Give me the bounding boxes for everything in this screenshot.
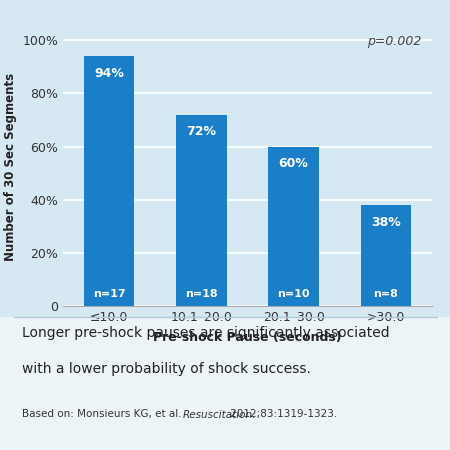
- Y-axis label: Number of 30 Sec Segments: Number of 30 Sec Segments: [4, 72, 17, 261]
- Bar: [360, 205, 411, 306]
- Text: Based on: Monsieurs KG, et al.: Based on: Monsieurs KG, et al.: [22, 410, 185, 419]
- Text: Resuscitation.: Resuscitation.: [182, 410, 256, 419]
- X-axis label: Pre-shock Pause (seconds): Pre-shock Pause (seconds): [153, 331, 342, 344]
- Text: 2012;83:1319-1323.: 2012;83:1319-1323.: [227, 410, 338, 419]
- Text: with a lower probability of shock success.: with a lower probability of shock succes…: [22, 362, 311, 376]
- Bar: [84, 56, 135, 306]
- Text: n=10: n=10: [277, 289, 310, 299]
- Text: 94%: 94%: [94, 67, 124, 80]
- Bar: [268, 147, 319, 306]
- Text: p=0.002: p=0.002: [367, 36, 421, 48]
- Text: n=17: n=17: [93, 289, 126, 299]
- Text: n=8: n=8: [374, 289, 398, 299]
- Text: Longer pre-shock pauses are significantly associated: Longer pre-shock pauses are significantl…: [22, 326, 390, 340]
- Bar: [176, 115, 227, 306]
- Text: 38%: 38%: [371, 216, 401, 229]
- Text: 60%: 60%: [279, 157, 309, 170]
- Text: n=18: n=18: [185, 289, 218, 299]
- Text: 72%: 72%: [186, 125, 216, 138]
